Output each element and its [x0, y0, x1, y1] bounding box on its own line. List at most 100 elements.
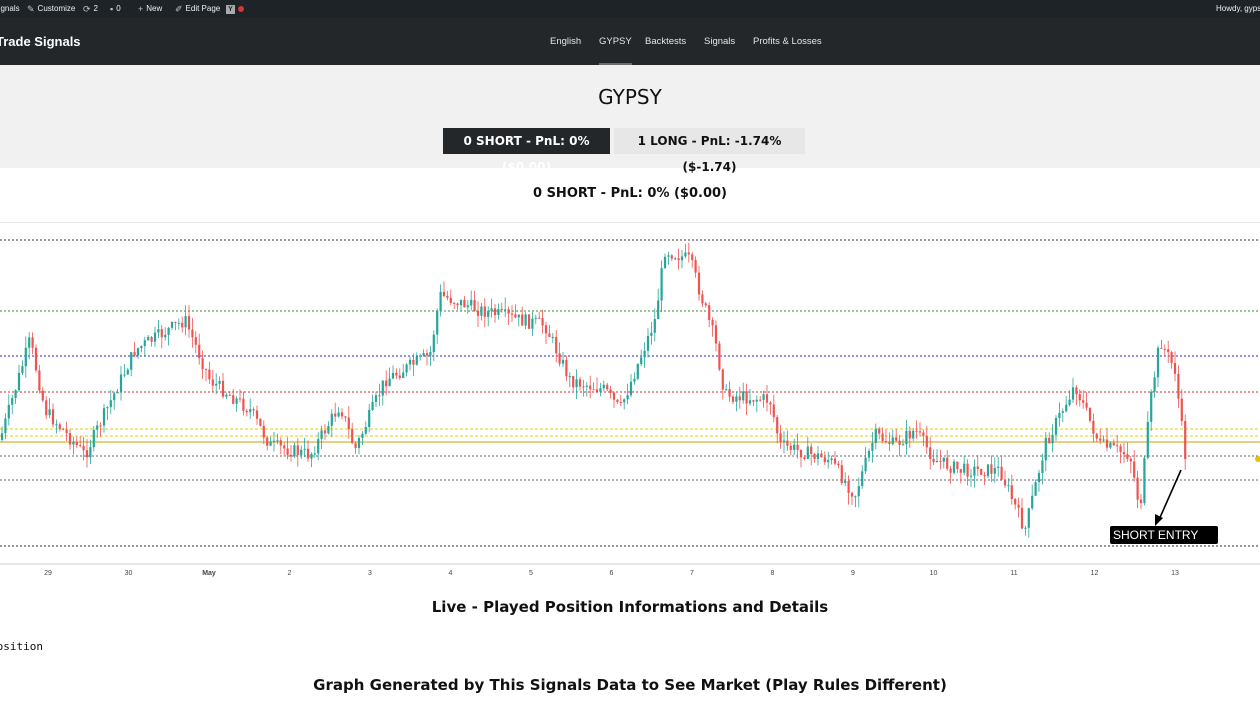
details-heading: Live - Played Position Informations and … — [431, 598, 829, 616]
candle-body-48 — [164, 334, 167, 338]
candle-body-213 — [725, 389, 728, 391]
menu-item-gypsy[interactable]: GYPSY — [599, 18, 632, 65]
candle-body-19 — [65, 429, 68, 434]
candle-body-242 — [823, 457, 826, 463]
candle-body-44 — [150, 336, 153, 342]
candle-body-343 — [1167, 349, 1170, 353]
admin-bar-new[interactable]: + New — [138, 0, 162, 18]
candle-body-344 — [1170, 352, 1173, 363]
candle-body-309 — [1051, 434, 1054, 444]
long-position-tab[interactable]: 1 LONG - PnL: -1.74% ($-1.74) — [614, 128, 805, 174]
admin-bar-comments[interactable]: ▪ 0 — [110, 0, 121, 18]
candle-body-236 — [803, 457, 806, 459]
candle-body-76 — [259, 418, 262, 426]
candle-body-107 — [364, 427, 367, 434]
candle-body-120 — [408, 359, 412, 365]
short-position-tab[interactable]: 0 SHORT - PnL: 0% ($0.00) — [443, 128, 610, 174]
candle-body-130 — [442, 291, 446, 296]
candle-body-289 — [983, 474, 986, 477]
menu-item-signals[interactable]: Signals — [704, 36, 736, 47]
candle-body-333 — [1133, 461, 1136, 478]
menu-item-profits-losses[interactable]: Profits & Losses — [753, 36, 822, 47]
candle-body-247 — [840, 465, 843, 483]
menu-item-backtests[interactable]: Backtests — [645, 36, 687, 47]
candle-body-39 — [133, 352, 136, 356]
candle-body-234 — [796, 444, 799, 450]
candle-body-163 — [555, 336, 558, 354]
candle-body-33 — [113, 393, 116, 401]
price-chart[interactable]: 29 30 May 2 3 4 5 6 7 8 9 10 11 12 13 SHORT ENTRY — [0, 230, 1260, 580]
candle-body-54 — [184, 316, 187, 328]
candle-body-165 — [561, 360, 565, 364]
admin-bar-howdy[interactable]: Howdy, gypsy — [1216, 0, 1260, 18]
candle-body-263 — [895, 437, 898, 441]
candle-body-340 — [1156, 347, 1160, 378]
candle-body-35 — [119, 374, 123, 393]
yoast-icon: Y — [226, 4, 235, 14]
candle-body-212 — [721, 369, 724, 390]
candle-body-131 — [446, 295, 449, 298]
candle-body-124 — [422, 353, 425, 356]
candle-body-161 — [548, 333, 551, 338]
admin-bar-comments-count: 0 — [116, 4, 121, 13]
candle-body-80 — [272, 440, 276, 442]
candle-body-241 — [820, 453, 823, 458]
candle-body-324 — [1102, 439, 1105, 441]
candle-body-145 — [493, 308, 497, 316]
candle-body-155 — [527, 314, 531, 329]
candle-body-185 — [629, 381, 633, 396]
candle-body-232 — [789, 445, 792, 450]
candle-body-96 — [327, 425, 330, 434]
candle-body-60 — [204, 369, 208, 371]
candle-body-319 — [1085, 402, 1088, 408]
candle-body-99 — [337, 412, 340, 417]
candle-body-167 — [568, 376, 571, 378]
candle-body-108 — [368, 409, 371, 428]
candle-body-300 — [1020, 507, 1024, 529]
candle-body-97 — [330, 413, 333, 426]
candle-body-104 — [354, 443, 357, 449]
candle-body-195 — [663, 256, 667, 269]
candle-body-79 — [269, 441, 272, 446]
candle-body-157 — [534, 317, 537, 319]
candle-body-279 — [949, 468, 952, 473]
plus-icon: + — [138, 4, 144, 14]
admin-bar-site[interactable]: ⊛ Trade Signals — [0, 0, 20, 18]
candle-body-183 — [623, 399, 626, 403]
candle-body-150 — [510, 313, 514, 315]
candle-body-301 — [1024, 527, 1027, 529]
candle-body-186 — [633, 378, 636, 382]
candle-body-5 — [17, 372, 21, 391]
candle-body-216 — [735, 396, 738, 402]
candle-body-116 — [395, 372, 398, 376]
candle-body-243 — [827, 460, 830, 463]
candle-body-90 — [306, 448, 310, 459]
site-brand[interactable]: Trade Signals — [0, 34, 81, 49]
position-text: Position — [0, 640, 43, 653]
admin-bar-updates-count: 2 — [93, 4, 98, 13]
candle-body-40 — [136, 348, 140, 356]
candle-body-192 — [653, 319, 656, 333]
candle-body-43 — [147, 336, 150, 341]
candle-body-229 — [779, 433, 782, 443]
candle-body-141 — [480, 306, 483, 316]
menu-item-english[interactable]: English — [550, 36, 582, 47]
candle-body-152 — [517, 314, 520, 318]
candle-body-88 — [300, 449, 303, 456]
candle-body-180 — [612, 392, 616, 400]
admin-bar-customize[interactable]: ✎ Customize — [27, 0, 75, 18]
candle-body-308 — [1048, 437, 1051, 444]
x-tick-5: 4 — [449, 570, 453, 577]
candle-body-84 — [286, 448, 289, 455]
admin-bar-edit-page[interactable]: ✐ Edit Page — [175, 0, 220, 18]
candle-body-264 — [898, 440, 901, 445]
candle-body-261 — [888, 442, 891, 444]
candle-body-239 — [813, 453, 816, 459]
admin-bar-updates[interactable]: ⟳ 2 — [83, 0, 98, 18]
candle-body-325 — [1105, 439, 1109, 448]
candle-body-102 — [347, 417, 350, 430]
candle-body-106 — [361, 433, 364, 438]
candle-body-336 — [1143, 457, 1146, 504]
candle-body-31 — [106, 407, 109, 409]
admin-bar-seo[interactable]: Y — [226, 0, 244, 18]
